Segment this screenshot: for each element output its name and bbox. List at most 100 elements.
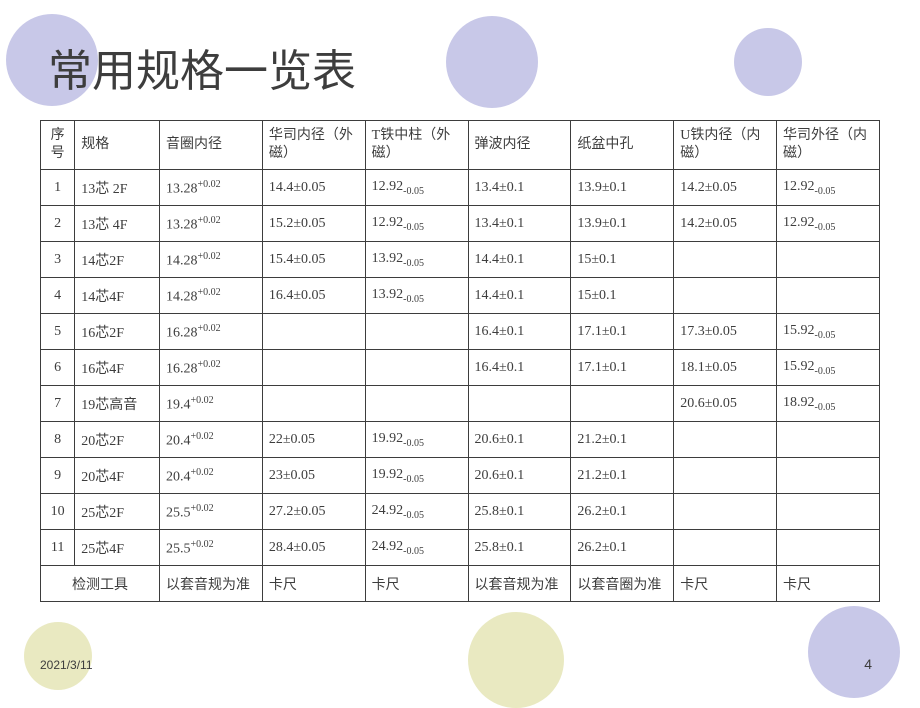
footer-date: 2021/3/11 [40,658,93,672]
footer-page: 4 [864,656,872,672]
cell-c9 [777,278,880,314]
cell-c8 [674,494,777,530]
cell-c3: 20.4+0.02 [159,422,262,458]
cell-c3: 16.28+0.02 [159,350,262,386]
table-row: 920芯4F20.4+0.0223±0.0519.92-0.0520.6±0.1… [41,458,880,494]
decorative-circle [24,622,92,690]
cell-num: 3 [41,242,75,278]
cell-c7: 26.2±0.1 [571,494,674,530]
table-header-row: 序号 规格 音圈内径 华司内径（外磁） T铁中柱（外磁） 弹波内径 纸盆中孔 U… [41,121,880,170]
cell-c8 [674,530,777,566]
cell-num: 9 [41,458,75,494]
col-header-c6: 弹波内径 [468,121,571,170]
cell-num: 2 [41,206,75,242]
cell-c4: 22±0.05 [262,422,365,458]
cell-c4 [262,314,365,350]
cell-c7: 13.9±0.1 [571,206,674,242]
page-title: 常用规格一览表 [48,35,356,99]
cell-c3: 13.28+0.02 [159,170,262,206]
decorative-circle [446,16,538,108]
cell-c8: 17.3±0.05 [674,314,777,350]
cell-c9: 15.92-0.05 [777,350,880,386]
cell-spec: 25芯4F [75,530,160,566]
cell-num: 1 [41,170,75,206]
cell-c5: 24.92-0.05 [365,530,468,566]
cell-c5: 24.92-0.05 [365,494,468,530]
cell-c9 [777,494,880,530]
tool-c3: 以套音规为准 [159,566,262,602]
tool-c4: 卡尺 [262,566,365,602]
decorative-circle [468,612,564,708]
cell-c7 [571,386,674,422]
cell-c6: 14.4±0.1 [468,242,571,278]
cell-c6: 14.4±0.1 [468,278,571,314]
cell-c4: 15.2±0.05 [262,206,365,242]
cell-spec: 14芯2F [75,242,160,278]
cell-spec: 20芯2F [75,422,160,458]
col-header-c3: 音圈内径 [159,121,262,170]
cell-spec: 13芯 4F [75,206,160,242]
cell-c6: 16.4±0.1 [468,350,571,386]
cell-c5: 19.92-0.05 [365,458,468,494]
cell-c8 [674,422,777,458]
cell-c3: 14.28+0.02 [159,242,262,278]
cell-spec: 25芯2F [75,494,160,530]
cell-c5: 12.92-0.05 [365,206,468,242]
cell-c4: 16.4±0.05 [262,278,365,314]
table-row: 1025芯2F25.5+0.0227.2±0.0524.92-0.0525.8±… [41,494,880,530]
tool-c6: 以套音规为准 [468,566,571,602]
cell-c4: 15.4±0.05 [262,242,365,278]
cell-c9: 12.92-0.05 [777,170,880,206]
cell-c9: 12.92-0.05 [777,206,880,242]
cell-c9 [777,458,880,494]
cell-c4 [262,386,365,422]
cell-c8 [674,278,777,314]
cell-c9: 18.92-0.05 [777,386,880,422]
cell-c8: 20.6±0.05 [674,386,777,422]
cell-c5 [365,314,468,350]
cell-num: 4 [41,278,75,314]
col-header-c7: 纸盆中孔 [571,121,674,170]
cell-c7: 15±0.1 [571,242,674,278]
cell-c3: 16.28+0.02 [159,314,262,350]
cell-c8 [674,242,777,278]
cell-c6 [468,386,571,422]
col-header-spec: 规格 [75,121,160,170]
cell-c6: 25.8±0.1 [468,530,571,566]
cell-c5: 13.92-0.05 [365,278,468,314]
cell-num: 5 [41,314,75,350]
table-row: 314芯2F14.28+0.0215.4±0.0513.92-0.0514.4±… [41,242,880,278]
cell-c3: 19.4+0.02 [159,386,262,422]
cell-c4: 27.2±0.05 [262,494,365,530]
tool-c7: 以套音圈为准 [571,566,674,602]
cell-spec: 20芯4F [75,458,160,494]
cell-c9 [777,530,880,566]
cell-spec: 13芯 2F [75,170,160,206]
cell-c4: 14.4±0.05 [262,170,365,206]
cell-c4: 28.4±0.05 [262,530,365,566]
col-header-c9: 华司外径（内磁） [777,121,880,170]
cell-c3: 14.28+0.02 [159,278,262,314]
cell-c8: 14.2±0.05 [674,206,777,242]
cell-c7: 15±0.1 [571,278,674,314]
table-row: 1125芯4F25.5+0.0228.4±0.0524.92-0.0525.8±… [41,530,880,566]
cell-c7: 21.2±0.1 [571,458,674,494]
cell-c7: 13.9±0.1 [571,170,674,206]
cell-c9: 15.92-0.05 [777,314,880,350]
cell-c5: 12.92-0.05 [365,170,468,206]
cell-c5 [365,386,468,422]
cell-c6: 20.6±0.1 [468,458,571,494]
col-header-c4: 华司内径（外磁） [262,121,365,170]
cell-c6: 13.4±0.1 [468,206,571,242]
spec-table: 序号 规格 音圈内径 华司内径（外磁） T铁中柱（外磁） 弹波内径 纸盆中孔 U… [40,120,880,602]
cell-num: 10 [41,494,75,530]
cell-c8: 18.1±0.05 [674,350,777,386]
table-row: 414芯4F14.28+0.0216.4±0.0513.92-0.0514.4±… [41,278,880,314]
decorative-circle [734,28,802,96]
tool-row: 检测工具以套音规为准卡尺卡尺以套音规为准以套音圈为准卡尺卡尺 [41,566,880,602]
tool-c9: 卡尺 [777,566,880,602]
cell-c5 [365,350,468,386]
cell-c7: 17.1±0.1 [571,350,674,386]
cell-c9 [777,242,880,278]
cell-c3: 25.5+0.02 [159,494,262,530]
